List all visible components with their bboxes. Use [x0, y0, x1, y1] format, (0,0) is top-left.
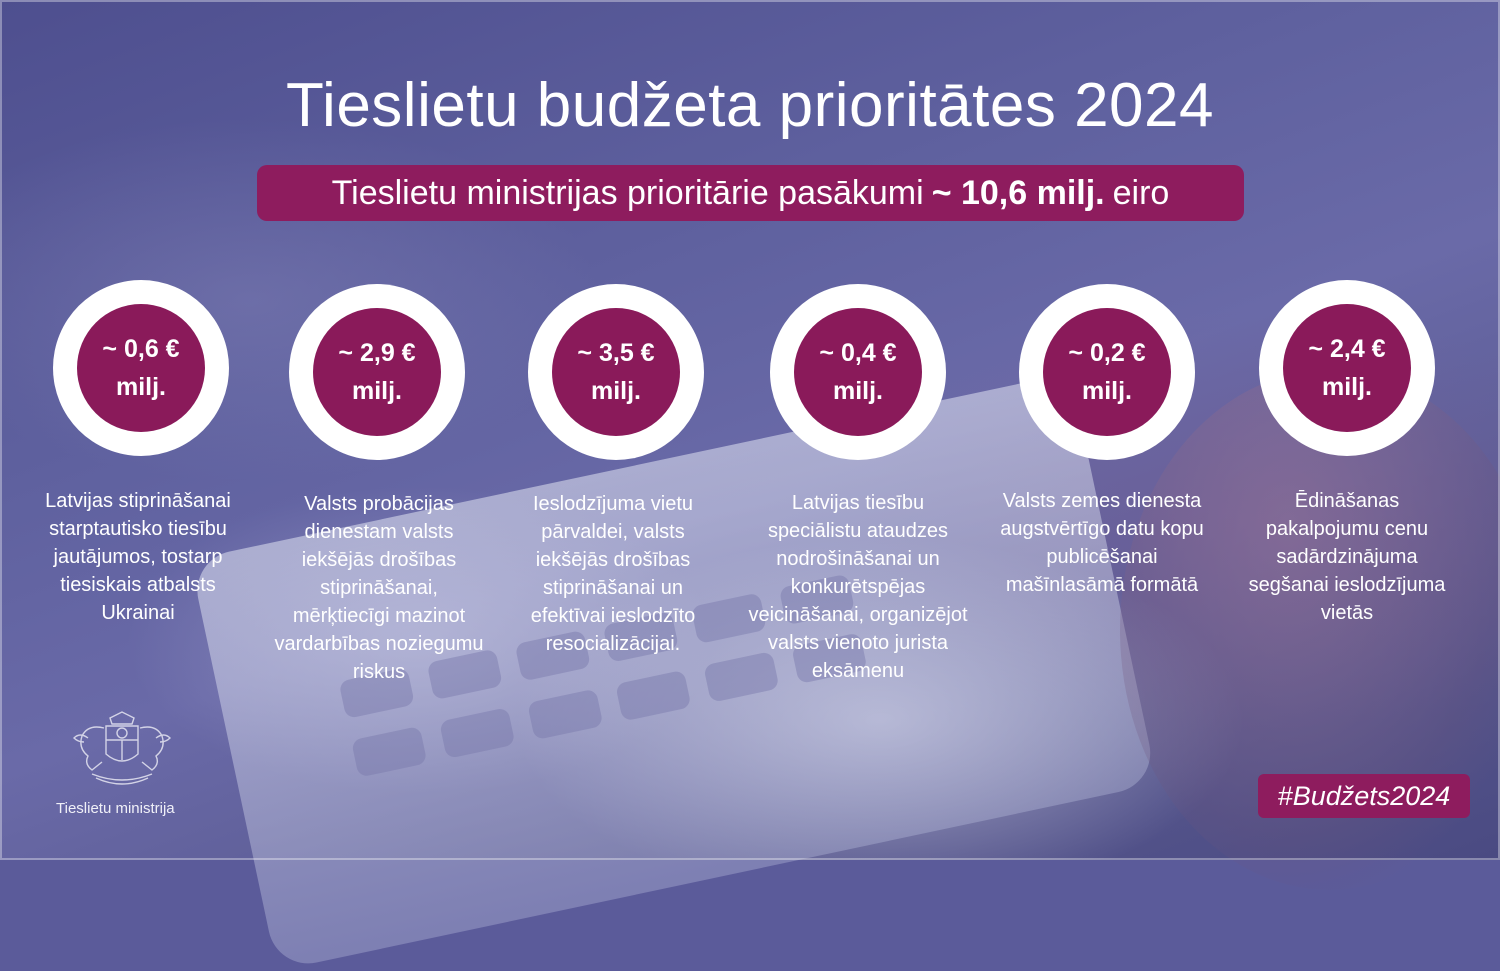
amount-ring: ~ 2,4 € milj. — [1259, 280, 1435, 456]
amount-value: ~ 2,9 € — [338, 339, 416, 367]
subtitle-banner: Tieslietu ministrijas prioritārie pasāku… — [257, 165, 1244, 221]
amount-disc: ~ 2,9 € milj. — [313, 308, 441, 436]
calculator-key — [351, 725, 428, 778]
coat-of-arms-icon — [73, 711, 171, 785]
amount-ring: ~ 0,6 € milj. — [53, 280, 229, 456]
priority-description: Ieslodzījuma vietu pārvaldei, valsts iek… — [530, 493, 696, 655]
subtitle-suffix: eiro — [1112, 173, 1170, 212]
amount-unit: milj. — [351, 377, 402, 405]
amount-unit: milj. — [832, 377, 883, 405]
priority-description: Valsts zemes dienesta augstvērtīgo datu … — [1000, 490, 1204, 596]
calculator-key — [527, 688, 604, 741]
hashtag-badge: #Budžets2024 — [1258, 774, 1470, 818]
priority-description: Latvijas stiprināšanai starptautisko tie… — [45, 490, 231, 624]
subtitle-prefix: Tieslietu ministrijas prioritārie pasāku… — [331, 173, 924, 212]
priority-description: Ēdināšanas pakalpojumu cenu sadārdzināju… — [1248, 490, 1446, 624]
amount-value: ~ 0,6 € — [102, 335, 180, 363]
amount-unit: milj. — [115, 373, 166, 401]
subtitle-amount: ~ 10,6 milj. — [931, 173, 1105, 212]
ministry-name: Tieslietu ministrija — [56, 800, 175, 817]
amount-disc: ~ 0,4 € milj. — [794, 308, 922, 436]
amount-disc: ~ 0,6 € milj. — [77, 304, 205, 432]
amount-value: ~ 2,4 € — [1308, 335, 1386, 363]
amount-disc: ~ 3,5 € milj. — [552, 308, 680, 436]
amount-value: ~ 3,5 € — [577, 339, 655, 367]
amount-ring: ~ 0,2 € milj. — [1019, 284, 1195, 460]
amount-unit: milj. — [590, 377, 641, 405]
amount-ring: ~ 2,9 € milj. — [289, 284, 465, 460]
calculator-key — [439, 707, 516, 759]
amount-ring: ~ 0,4 € milj. — [770, 284, 946, 460]
amount-ring: ~ 3,5 € milj. — [528, 284, 704, 460]
priority-description: Latvijas tiesību speciālistu ataudzes no… — [748, 492, 968, 682]
calculator-key — [615, 669, 692, 722]
amount-value: ~ 0,2 € — [1068, 339, 1146, 367]
amount-disc: ~ 0,2 € milj. — [1043, 308, 1171, 436]
amount-unit: milj. — [1081, 377, 1132, 405]
amount-unit: milj. — [1321, 373, 1372, 401]
page-title: Tieslietu budžeta prioritātes 2024 — [285, 71, 1215, 140]
amount-disc: ~ 2,4 € milj. — [1283, 304, 1411, 432]
priority-description: Valsts probācijas dienestam valsts iekšē… — [274, 493, 484, 683]
amount-value: ~ 0,4 € — [819, 339, 897, 367]
